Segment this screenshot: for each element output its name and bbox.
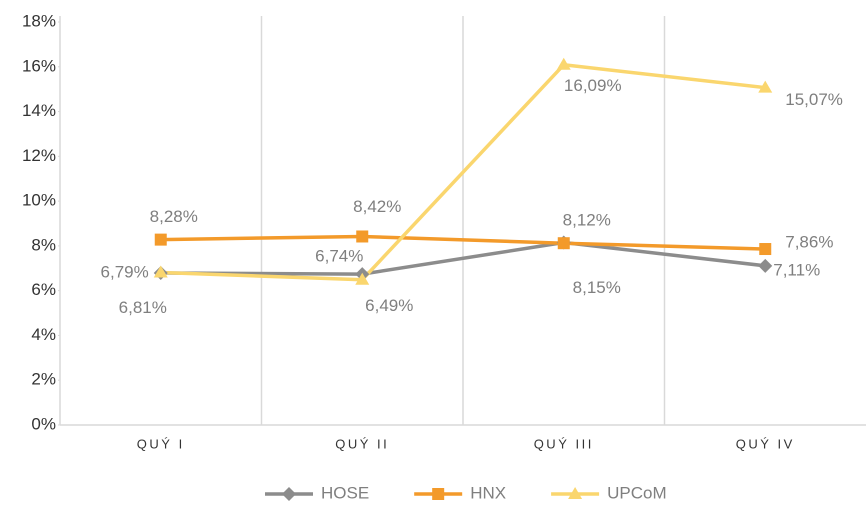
y-tick-label: 8% [31,235,56,254]
y-tick-label: 16% [22,56,56,75]
data-point [759,243,772,256]
legend-label: HNX [470,483,506,502]
legend-label: UPCoM [607,483,667,502]
data-point [758,80,773,93]
data-label: 6,49% [365,296,413,315]
data-point [556,57,571,70]
data-label: 6,79% [101,262,149,281]
data-point [557,237,570,250]
data-label: 8,42% [353,197,401,216]
data-point [758,258,773,273]
y-tick-label: 2% [31,370,56,389]
data-label: 16,09% [564,76,622,95]
series-line [160,63,766,282]
legend-marker [568,487,583,499]
legend-label: HOSE [321,483,369,502]
data-label: 6,74% [315,247,363,266]
y-tick-label: 18% [22,11,56,30]
x-tick-label: QUÝ IV [736,436,795,451]
data-point [153,265,168,278]
data-label: 8,28% [150,207,198,226]
x-tick-label: QUÝ I [137,436,185,451]
data-point [154,233,167,246]
y-tick-label: 10% [22,191,56,210]
x-tick-label: QUÝ II [335,436,389,451]
data-label: 7,86% [785,233,833,252]
y-tick-label: 6% [31,280,56,299]
data-label: 7,11% [773,260,820,279]
y-tick-label: 0% [31,414,56,433]
data-point [355,272,370,285]
y-tick-label: 14% [22,101,56,120]
data-label: 8,12% [563,211,611,230]
legend-marker [432,488,445,500]
data-label: 6,81% [119,298,167,317]
x-tick-label: QUÝ III [534,436,594,451]
series-line [160,240,766,276]
data-label: 15,07% [785,90,843,109]
series-line [160,234,766,251]
y-tick-label: 12% [22,146,56,165]
y-tick-label: 4% [31,325,56,344]
legend-marker [282,487,296,501]
data-point [356,230,369,243]
data-label: 8,15% [573,278,621,297]
